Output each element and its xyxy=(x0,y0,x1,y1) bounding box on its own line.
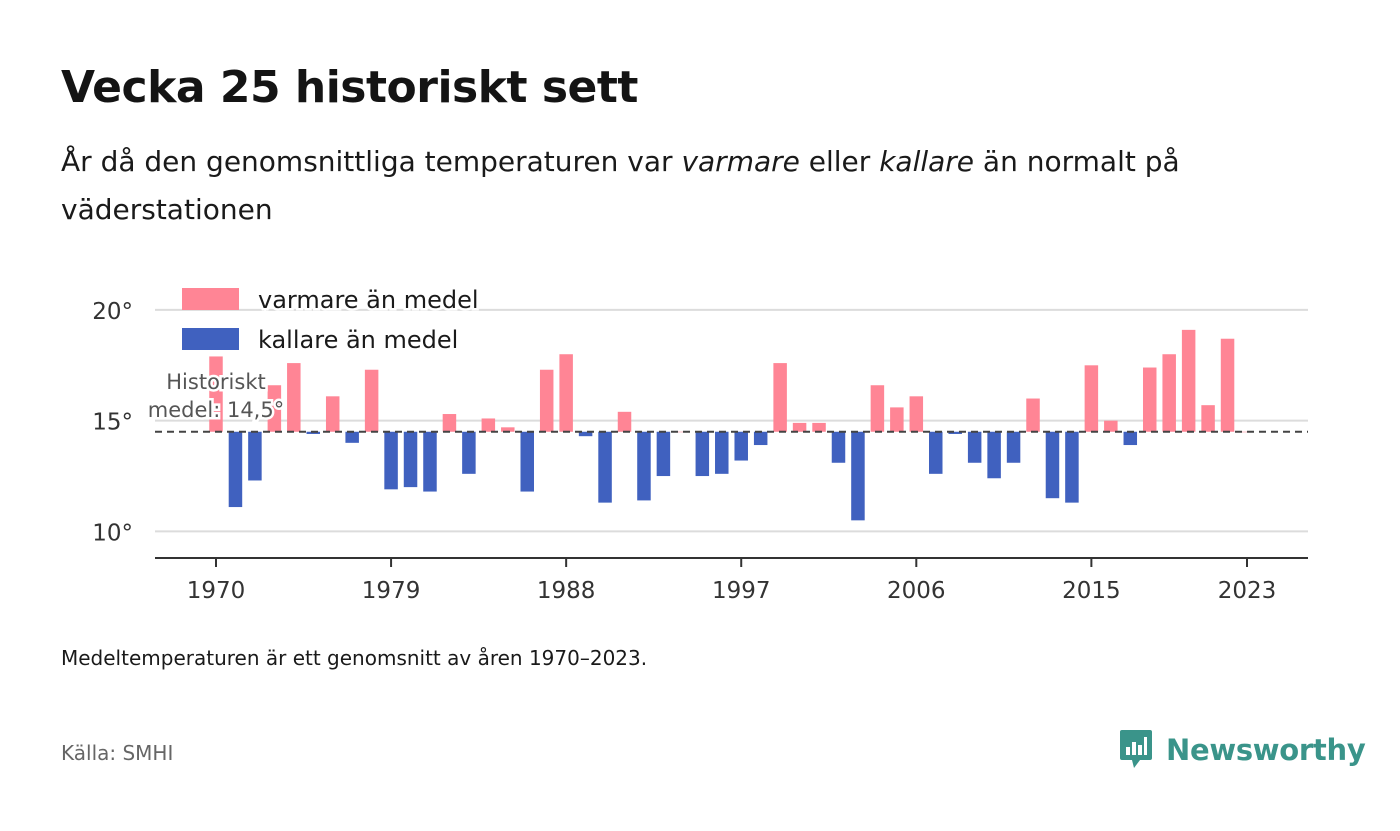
legend-swatch-cold xyxy=(182,328,239,350)
bar-2006 xyxy=(909,396,924,432)
bar-2004 xyxy=(870,385,885,432)
legend-label-warm: varmare än medel xyxy=(258,286,479,314)
baseline-label-2: medel: 14,5° xyxy=(148,398,284,422)
bar-1977 xyxy=(345,431,359,443)
subtitle-text-2: eller xyxy=(799,145,880,178)
bar-2021 xyxy=(1201,405,1215,432)
x-tick-label: 2015 xyxy=(1062,578,1121,604)
bar-1994 xyxy=(676,431,690,433)
temperature-bar-chart: 10° 15° 20° Historiskt medel: 14,5° 1970 1979 1… xyxy=(92,284,1308,604)
bar-2001 xyxy=(812,422,826,432)
bar-1997 xyxy=(734,431,748,461)
x-tick-label: 1979 xyxy=(362,578,421,604)
x-tick-label: 1997 xyxy=(712,578,771,604)
bar-2018 xyxy=(1142,367,1157,432)
bar-2015 xyxy=(1084,365,1099,432)
bar-1982 xyxy=(442,414,457,432)
bar-1989 xyxy=(578,431,593,437)
y-tick-label: 15° xyxy=(92,410,133,436)
bar-1993 xyxy=(656,431,671,477)
bar-2013 xyxy=(1045,431,1060,499)
bar-1970 xyxy=(209,356,223,432)
bar-1987 xyxy=(539,369,554,432)
bar-1978 xyxy=(364,369,379,432)
bar-1975 xyxy=(306,431,321,434)
brand-name: Newsworthy xyxy=(1166,733,1366,767)
bar-2010 xyxy=(987,431,1001,479)
baseline-label-1: Historiskt xyxy=(166,370,265,394)
bar-2009 xyxy=(967,431,982,463)
bar-1971 xyxy=(228,431,243,508)
newsworthy-logo-icon xyxy=(1120,730,1152,768)
subtitle-text-3: än normalt på väderstationen xyxy=(61,145,1180,226)
bar-2000 xyxy=(792,422,807,432)
chart-subtitle: År då den genomsnittliga temperaturen va… xyxy=(61,138,1291,234)
chart-title: Vecka 25 historiskt sett xyxy=(61,62,638,113)
bar-1972 xyxy=(248,431,262,481)
bar-2017 xyxy=(1123,431,1138,446)
bar-2022 xyxy=(1220,338,1235,432)
bar-1992 xyxy=(637,431,651,501)
x-tick-label: 2006 xyxy=(887,578,946,604)
bar-1976 xyxy=(325,396,340,432)
subtitle-warm: varmare xyxy=(681,145,800,178)
bar-1973 xyxy=(267,385,282,432)
bar-1985 xyxy=(501,427,515,432)
bar-1974 xyxy=(287,363,301,432)
bar-2008 xyxy=(948,431,962,434)
y-tick-label: 20° xyxy=(92,299,133,325)
subtitle-cold: kallare xyxy=(879,145,975,178)
newsworthy-logo[interactable]: Newsworthy xyxy=(1118,728,1366,772)
bar-1996 xyxy=(715,431,729,474)
bar-2014 xyxy=(1065,431,1079,503)
x-tick-label: 1970 xyxy=(187,578,246,604)
bar-2016 xyxy=(1104,420,1118,432)
bar-1990 xyxy=(598,431,612,503)
footnote: Medeltemperaturen är ett genomsnitt av å… xyxy=(61,646,648,670)
legend-swatch-warm xyxy=(182,288,239,310)
bar-1986 xyxy=(520,431,534,492)
bar-1998 xyxy=(753,431,768,446)
bar-2007 xyxy=(929,431,943,474)
legend-label-cold: kallare än medel xyxy=(258,326,458,354)
bar-1980 xyxy=(403,431,418,488)
bar-1995 xyxy=(695,431,710,477)
bar-1981 xyxy=(423,431,437,492)
bar-2002 xyxy=(831,431,846,463)
bar-2003 xyxy=(851,431,865,521)
bar-1983 xyxy=(462,431,476,474)
y-tick-label: 10° xyxy=(92,520,133,546)
bar-1999 xyxy=(773,363,787,432)
bar-2012 xyxy=(1026,398,1040,432)
x-tick-label: 2023 xyxy=(1218,578,1277,604)
bar-1988 xyxy=(559,354,573,432)
source-label: Källa: SMHI xyxy=(61,741,174,765)
bar-2011 xyxy=(1006,431,1021,463)
bar-2019 xyxy=(1162,354,1176,432)
bar-2020 xyxy=(1181,329,1196,432)
subtitle-text-1: År då den genomsnittliga temperaturen va… xyxy=(61,145,682,178)
bar-1991 xyxy=(617,411,632,432)
bar-2005 xyxy=(890,407,904,432)
bar-1984 xyxy=(481,418,496,432)
x-tick-label: 1988 xyxy=(537,578,596,604)
bar-1979 xyxy=(384,431,398,490)
